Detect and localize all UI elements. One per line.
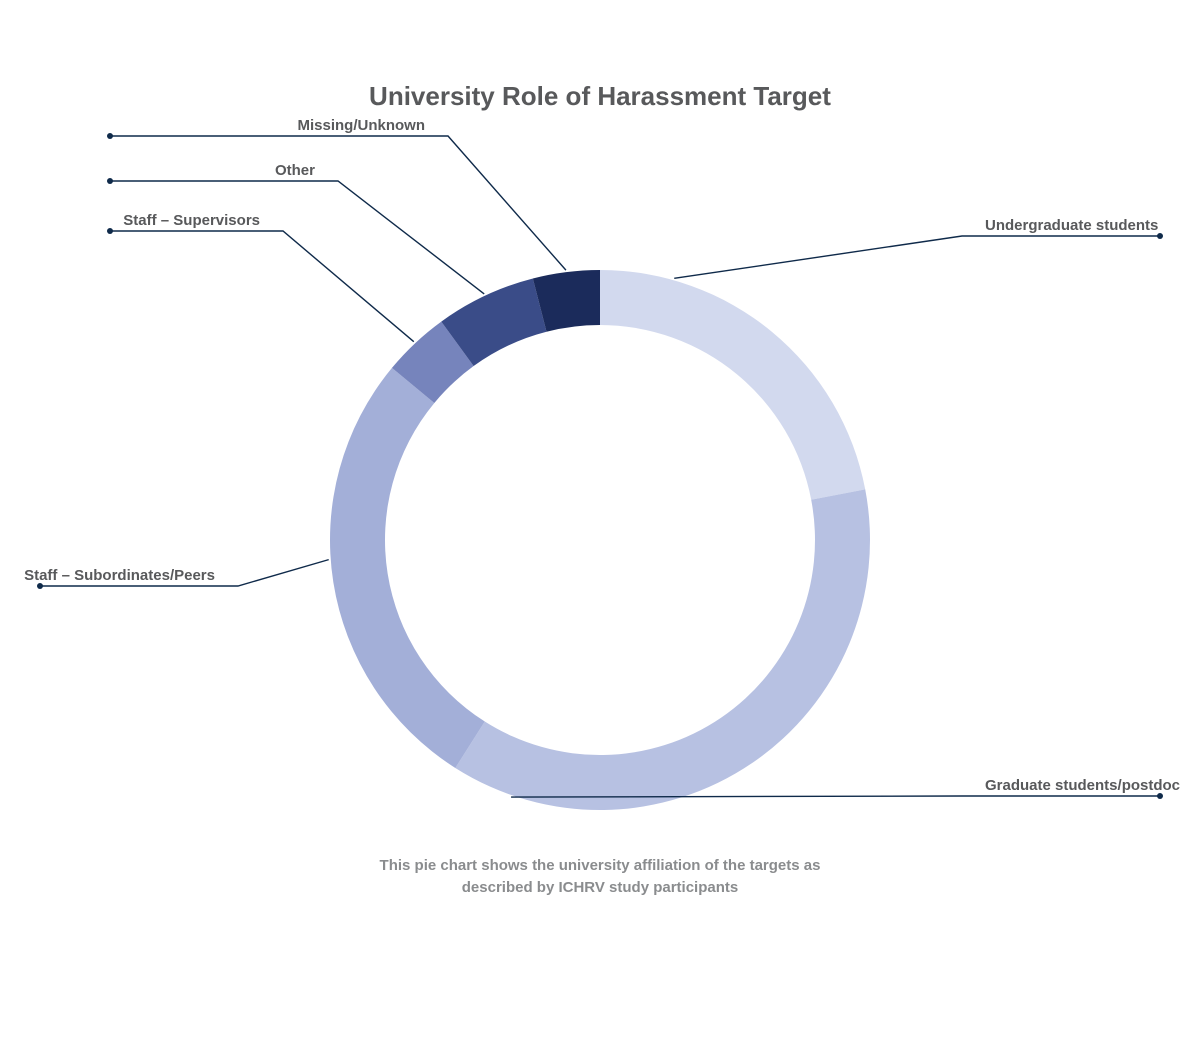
segment-label: Other	[275, 162, 315, 179]
segment-label: Undergraduate students	[985, 217, 1158, 234]
labels-group: Undergraduate students Graduate students/…	[24, 117, 1180, 794]
leader-line	[110, 181, 484, 294]
leader-line	[110, 231, 414, 342]
donut-chart-svg: University Role of Harassment Target Und…	[0, 0, 1200, 1042]
donut-slice	[455, 489, 870, 810]
leader-line	[674, 236, 1160, 278]
chart-caption-line2: described by ICHRV study participants	[462, 879, 738, 896]
chart-title: University Role of Harassment Target	[369, 81, 831, 111]
leader-dot-icon	[107, 228, 113, 234]
donut-slices-group	[330, 270, 870, 810]
segment-label: Graduate students/postdoc	[985, 777, 1180, 794]
segment-label: Missing/Unknown	[298, 117, 426, 134]
donut-chart-container: University Role of Harassment Target Und…	[0, 0, 1200, 1042]
leader-line	[110, 136, 566, 270]
segment-label: Staff – Supervisors	[123, 212, 260, 229]
leader-line	[511, 796, 1160, 797]
donut-slice	[600, 270, 865, 500]
leader-dot-icon	[107, 178, 113, 184]
segment-label: Staff – Subordinates/Peers	[24, 567, 215, 584]
leader-dot-icon	[107, 133, 113, 139]
chart-caption-line1: This pie chart shows the university affi…	[380, 857, 821, 874]
donut-slice	[330, 368, 485, 768]
